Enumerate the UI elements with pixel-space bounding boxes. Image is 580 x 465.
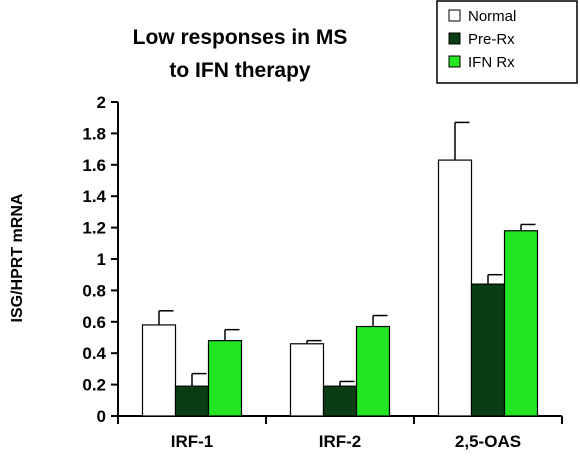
y-tick-label: 1 <box>97 250 106 269</box>
bar <box>355 325 391 417</box>
legend-swatch <box>448 9 461 22</box>
y-tick-label: 1.6 <box>82 156 106 175</box>
bar <box>174 385 210 417</box>
y-axis-label: ISG/HPRT mRNA <box>9 193 26 322</box>
legend: Normal Pre-Rx IFN Rx <box>436 0 578 84</box>
x-category-label: IRF-1 <box>171 432 214 451</box>
y-tick-label: 1.4 <box>82 187 106 206</box>
chart-title-line-2: to IFN therapy <box>169 59 310 82</box>
chart-title-line-1: Low responses in MS <box>133 26 348 49</box>
legend-label: IFN Rx <box>468 54 515 71</box>
bar <box>207 340 243 417</box>
x-category-label: 2,5-OAS <box>455 432 521 451</box>
bar <box>322 385 358 417</box>
bar <box>503 230 539 417</box>
bar <box>437 159 473 417</box>
x-category-label: IRF-2 <box>319 432 362 451</box>
bar <box>141 324 177 417</box>
y-tick-label: 0 <box>97 407 106 426</box>
legend-swatch <box>448 55 461 68</box>
legend-label: Normal <box>468 8 516 25</box>
bar <box>289 343 325 417</box>
legend-swatch <box>448 32 461 45</box>
y-tick-label: 0.2 <box>82 376 106 395</box>
y-tick-label: 0.4 <box>82 344 106 363</box>
legend-label: Pre-Rx <box>468 31 515 48</box>
bar <box>470 283 506 417</box>
y-tick-label: 2 <box>97 93 106 112</box>
y-tick-label: 1.2 <box>82 219 106 238</box>
y-tick-label: 0.8 <box>82 281 106 300</box>
plot-area: 0 0.2 0.4 0.6 0.8 1 1.2 1.4 1.6 1.8 2 IRF-1 IRF-2 2,5… <box>82 93 563 451</box>
y-tick-label: 1.8 <box>82 124 106 143</box>
y-tick-label: 0.6 <box>82 313 106 332</box>
